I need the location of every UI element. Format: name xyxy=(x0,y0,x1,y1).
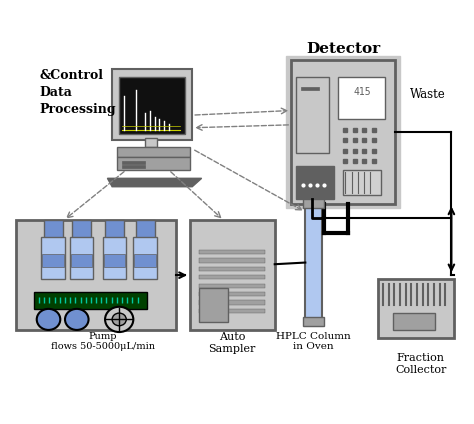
Bar xyxy=(41,237,65,279)
Bar xyxy=(190,220,275,330)
Text: Detector: Detector xyxy=(306,42,380,56)
Bar xyxy=(305,199,322,326)
Bar xyxy=(119,77,185,134)
Bar xyxy=(133,237,157,279)
Bar xyxy=(71,254,92,267)
Bar xyxy=(343,170,381,195)
Polygon shape xyxy=(108,179,201,187)
Text: Auto
Sampler: Auto Sampler xyxy=(209,332,256,354)
Bar xyxy=(199,292,265,296)
Bar xyxy=(301,87,319,90)
Bar xyxy=(35,292,147,309)
Circle shape xyxy=(112,313,126,326)
Text: Fraction
Collector: Fraction Collector xyxy=(395,353,447,375)
Circle shape xyxy=(65,309,89,330)
Text: 415: 415 xyxy=(353,87,371,97)
Bar xyxy=(105,220,124,242)
Bar xyxy=(291,60,395,204)
Bar xyxy=(296,166,334,199)
Bar xyxy=(103,237,126,279)
Bar xyxy=(117,157,190,170)
Bar xyxy=(199,250,265,254)
Bar xyxy=(104,254,125,267)
Bar xyxy=(121,165,145,168)
Text: Waste: Waste xyxy=(410,88,446,100)
Bar xyxy=(121,161,145,164)
Bar xyxy=(136,220,155,242)
Bar xyxy=(338,77,385,119)
Text: &Control
Data
Processing: &Control Data Processing xyxy=(39,69,116,116)
Bar xyxy=(199,258,265,262)
Bar xyxy=(296,77,329,153)
Bar xyxy=(392,313,435,330)
Bar xyxy=(145,138,157,147)
Bar xyxy=(303,199,324,208)
Bar xyxy=(199,288,228,321)
Bar xyxy=(303,317,324,326)
Bar xyxy=(199,267,265,271)
Bar xyxy=(16,220,176,330)
Circle shape xyxy=(36,309,60,330)
Text: HPLC Column
in Oven: HPLC Column in Oven xyxy=(276,332,351,351)
Bar xyxy=(42,254,64,267)
Circle shape xyxy=(105,307,133,332)
Bar xyxy=(117,147,190,157)
Bar xyxy=(378,279,454,338)
Bar xyxy=(199,284,265,288)
Bar xyxy=(112,69,192,140)
Bar xyxy=(72,220,91,242)
Bar xyxy=(44,220,63,242)
Bar xyxy=(199,301,265,305)
Text: Pump
flows 50-5000μL/min: Pump flows 50-5000μL/min xyxy=(51,332,155,351)
Bar xyxy=(199,275,265,279)
Bar xyxy=(286,56,400,208)
Bar xyxy=(70,237,93,279)
Bar xyxy=(199,309,265,313)
Bar xyxy=(134,254,156,267)
